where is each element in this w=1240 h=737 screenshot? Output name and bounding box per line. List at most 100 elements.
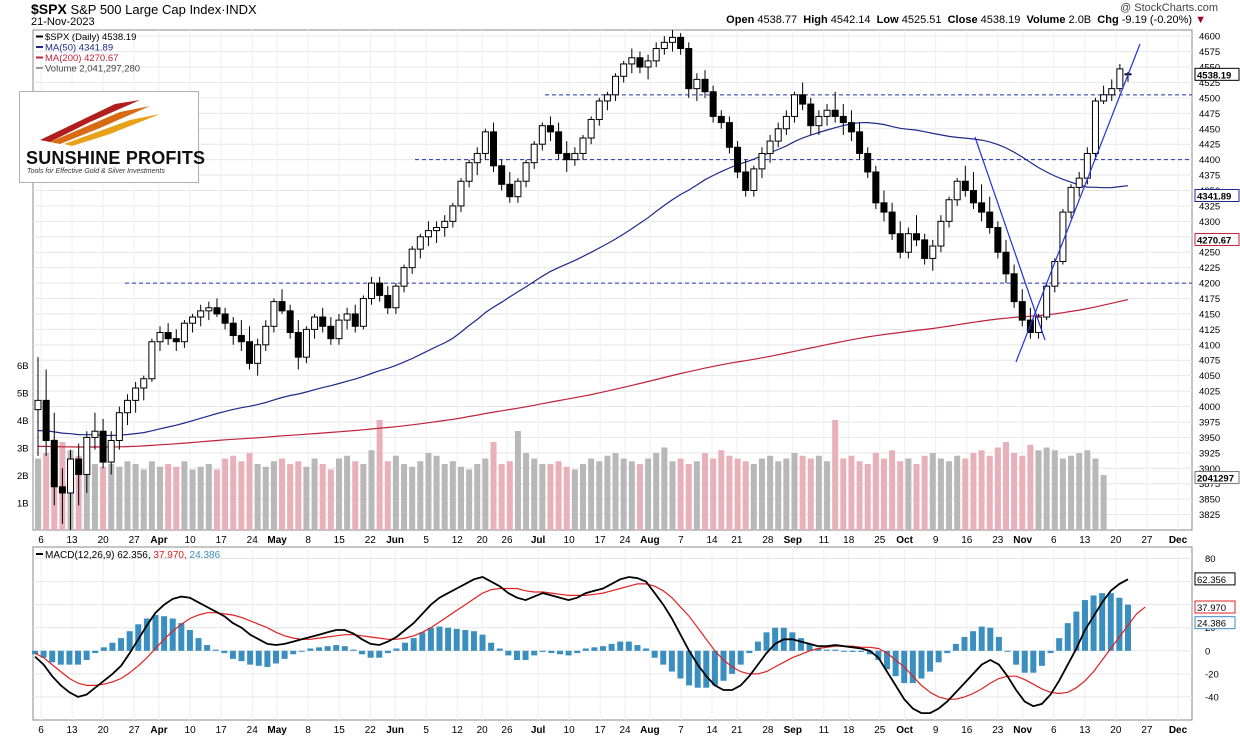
attribution-text: @ StockCharts.com bbox=[1120, 2, 1218, 14]
x-tick-label: 18 bbox=[843, 535, 855, 546]
candle-up bbox=[67, 458, 75, 494]
macd-histogram-bar bbox=[600, 646, 607, 651]
x-tick-label: 10 bbox=[564, 535, 576, 546]
price-tick-label: 3825 bbox=[1199, 510, 1220, 521]
close-price-tag: 4538.19 bbox=[1197, 70, 1231, 81]
volume-bar bbox=[799, 455, 806, 530]
candle-up bbox=[612, 75, 620, 96]
volume-bar bbox=[710, 458, 717, 530]
macd-histogram-bar bbox=[978, 626, 985, 651]
macd-histogram-bar bbox=[668, 650, 675, 672]
candle-up bbox=[1075, 177, 1083, 188]
volume-tick-label: 6B bbox=[17, 361, 29, 372]
macd-histogram-bar bbox=[367, 650, 374, 658]
macd-histogram-bar bbox=[970, 631, 977, 651]
downtrend-line bbox=[974, 136, 1046, 341]
x-tick-label-macd: 18 bbox=[843, 725, 855, 736]
volume-bar bbox=[677, 458, 684, 530]
price-tick-label: 4575 bbox=[1199, 47, 1220, 58]
candle-up bbox=[433, 227, 441, 232]
hist-value-tag: 24.386 bbox=[1197, 619, 1226, 630]
chart-title: $SPX S&P 500 Large Cap Index·INDX bbox=[31, 1, 257, 17]
price-tick-label: 3900 bbox=[1199, 464, 1220, 475]
open-label: Open bbox=[726, 14, 755, 26]
candle-up bbox=[1116, 68, 1124, 90]
volume-bar bbox=[628, 461, 635, 530]
volume-bar bbox=[571, 469, 578, 530]
volume-bar bbox=[1100, 475, 1107, 530]
macd-histogram-bar bbox=[634, 645, 641, 651]
candle-down bbox=[237, 335, 245, 343]
x-tick-label-macd: 20 bbox=[98, 725, 110, 736]
price-tick-label: 3950 bbox=[1199, 433, 1220, 444]
macd-histogram-bar bbox=[1099, 593, 1106, 651]
volume-bar bbox=[921, 455, 928, 530]
volume-bar bbox=[327, 469, 334, 530]
volume-bar bbox=[645, 458, 652, 530]
candle-up bbox=[693, 78, 701, 90]
volume-bar bbox=[636, 464, 643, 530]
volume-bar bbox=[482, 458, 489, 530]
x-tick-label-macd: 23 bbox=[992, 725, 1004, 736]
candle-up bbox=[83, 436, 91, 475]
x-tick-label: 20 bbox=[477, 535, 489, 546]
candle-down bbox=[1010, 273, 1018, 303]
x-tick-label: 13 bbox=[67, 535, 79, 546]
candle-down bbox=[896, 233, 904, 253]
price-tick-label: 4200 bbox=[1199, 279, 1220, 290]
x-tick-label: 28 bbox=[762, 535, 774, 546]
candle-up bbox=[1051, 260, 1059, 287]
ma50-line bbox=[37, 121, 1129, 437]
ohlc-readout: Open 4538.77 High 4542.14 Low 4525.51 Cl… bbox=[726, 14, 1206, 26]
macd-histogram-bar bbox=[703, 650, 710, 688]
macd-histogram-bar bbox=[109, 642, 116, 651]
price-tick-label: 4400 bbox=[1199, 155, 1220, 166]
candle-up bbox=[343, 313, 351, 321]
candle-up bbox=[302, 328, 310, 358]
volume-bar bbox=[287, 464, 294, 530]
volume-bar bbox=[864, 464, 871, 530]
volume-bar bbox=[279, 458, 286, 530]
x-tick-label-macd: 10 bbox=[564, 725, 576, 736]
volume-bar bbox=[108, 464, 115, 530]
volume-bar bbox=[335, 458, 342, 530]
candle-up bbox=[953, 180, 961, 201]
candle-up bbox=[91, 430, 99, 438]
volume-bar bbox=[1059, 458, 1066, 530]
candle-up bbox=[1059, 211, 1067, 262]
candle-up bbox=[815, 115, 823, 127]
macd-histogram-bar bbox=[522, 650, 529, 661]
volume-bar bbox=[718, 450, 725, 530]
candle-up bbox=[620, 63, 628, 77]
candle-up bbox=[416, 236, 424, 250]
macd-histogram-bar bbox=[1038, 650, 1045, 666]
volume-bar bbox=[1092, 458, 1099, 530]
x-tick-label-macd: 9 bbox=[933, 725, 939, 736]
macd-histogram-bar bbox=[746, 650, 753, 654]
candle-down bbox=[1002, 251, 1010, 275]
legend-ma50: MA(50) 4341.89 bbox=[45, 43, 113, 54]
volume-bar bbox=[1011, 453, 1018, 530]
volume-bar bbox=[555, 461, 562, 530]
volume-bar bbox=[742, 461, 749, 530]
close-price-tag-box bbox=[1194, 67, 1240, 81]
x-tick-label: 20 bbox=[98, 535, 110, 546]
candle-up bbox=[1067, 186, 1075, 213]
x-tick-label: Oct bbox=[896, 535, 913, 546]
macd-histogram-bar bbox=[909, 650, 916, 684]
volume-bar bbox=[1076, 453, 1083, 530]
x-tick-label: Nov bbox=[1013, 535, 1032, 546]
candle-up bbox=[132, 387, 140, 401]
candle-up bbox=[522, 162, 530, 182]
macd-histogram-bar bbox=[221, 650, 228, 654]
volume-tag: 2041297 bbox=[1197, 474, 1234, 485]
candle-down bbox=[742, 171, 750, 191]
volume-bar bbox=[466, 469, 473, 530]
volume-bar bbox=[937, 458, 944, 530]
candle-down bbox=[872, 171, 880, 204]
macd-histogram-bar bbox=[591, 647, 598, 651]
volume-bar bbox=[531, 458, 538, 530]
volume-bar bbox=[173, 466, 180, 530]
macd-histogram-bar bbox=[496, 648, 503, 651]
x-tick-label-macd: Apr bbox=[150, 725, 167, 736]
